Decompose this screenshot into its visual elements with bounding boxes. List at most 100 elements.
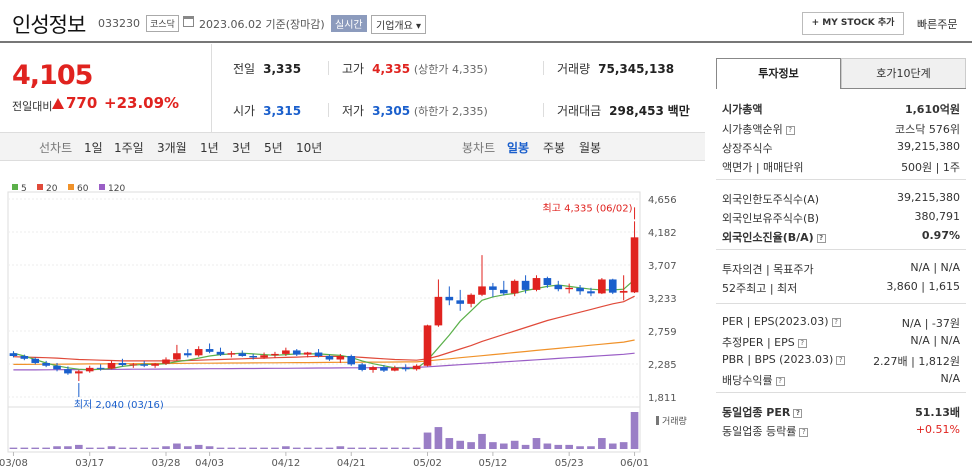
candle-body [532,278,541,290]
tab-investment-info[interactable]: 투자정보 [716,58,841,89]
x-tick-label: 03/28 [152,458,181,469]
candle-body [64,369,72,374]
x-tick-label: 03/08 [0,458,28,469]
stock-name: 인성정보 [12,13,86,37]
candle-body [380,367,388,371]
volume-bar [391,447,399,449]
candlestick-chart-svg: 4,656 4,182 3,707 3,233 2,759 2,285 1,811 5 20 60… [0,184,687,469]
quick-order-link[interactable]: 빠른주문 [917,18,958,31]
help-icon[interactable]: ? [836,355,846,365]
help-icon[interactable]: ? [793,408,803,418]
info-tabs: 투자정보 호가10단계 [716,58,966,89]
candle-body [467,294,475,304]
divider [328,103,329,117]
info-row-value: 39,215,380 [897,140,960,153]
divider [543,103,544,117]
info-row: 상장주식수 39,215,380 [722,138,960,156]
info-row-value: 1,610억원 [904,103,960,116]
volume-bar [151,447,159,449]
volume-bar [249,447,257,449]
info-row-value: +0.51% [915,423,960,436]
x-tick-label: 04/03 [195,458,224,469]
info-row-value: N/A | N/A [910,334,960,347]
info-divider [716,303,966,304]
info-row-value: 39,215,380 [897,191,960,204]
quote-grid: 전일 3,335 고가 4,335 (상한가 4,335) 거래량 75,345,13… [213,44,705,132]
info-row-key: 추정PER | EPS? [722,334,807,350]
period-1w[interactable]: 1주일 [114,141,144,155]
period-1d[interactable]: 1일 [84,141,103,155]
trade-amount: 거래대금 298,453 백만 [557,102,690,119]
volume-bar [587,446,595,449]
prev-close: 전일 3,335 [233,60,301,77]
period-3y[interactable]: 3년 [232,141,251,155]
help-icon[interactable]: ? [785,125,795,135]
candle-body [598,279,606,294]
volume-bar [238,447,247,449]
help-icon[interactable]: ? [799,427,809,437]
volume-bar [75,444,83,449]
info-row-key: 외국인소진율(B/A)? [722,229,826,245]
y-tick-label: 2,759 [648,327,677,338]
candle-body [183,353,192,356]
candle-body [271,353,279,356]
volume-label: 거래량 [662,415,687,427]
period-10y[interactable]: 10년 [296,141,323,155]
candle-body [510,280,519,294]
candle-monthly[interactable]: 월봉 [579,141,602,155]
candle-daily[interactable]: 일봉 [507,141,530,155]
info-row: 시가총액 1,610억원 [722,99,960,117]
help-icon[interactable]: ? [775,376,785,386]
current-price-box: 4,105 전일대비 770 +23.09% [0,44,212,132]
info-row-key: 외국인한도주식수(A) [722,193,820,206]
candle-body [227,353,236,355]
help-icon[interactable]: ? [816,233,826,243]
up-arrow-icon [52,98,64,109]
candle-body [20,356,29,359]
chart-frame [7,191,641,408]
candle-body [118,362,127,366]
x-tick-label: 04/21 [337,458,366,469]
volume-bar [532,438,541,449]
candle-weekly[interactable]: 주봉 [543,141,566,155]
help-icon[interactable]: ? [831,317,841,327]
info-divider [716,392,966,393]
candle-body [162,359,170,364]
candle-body [543,278,552,286]
x-tick-label: 06/01 [620,458,649,469]
candle-body [151,363,159,366]
calendar-icon [183,16,194,27]
info-row-key: 52주최고 | 최저 [722,282,798,295]
volume-bar [20,447,29,449]
period-3m[interactable]: 3개월 [157,141,187,155]
info-row-value: 0.97% [921,229,960,242]
x-tick-label: 05/23 [555,458,584,469]
info-divider [716,179,966,180]
candle-body [608,279,617,293]
candle-body [336,356,345,360]
low-label: 저가 [342,104,365,118]
period-1y[interactable]: 1년 [200,141,219,155]
tab-order-book[interactable]: 호가10단계 [841,58,966,89]
company-overview-dropdown[interactable]: 기업개요 ▾ [371,15,427,34]
candle-body [85,367,94,372]
help-icon[interactable]: ? [797,338,807,348]
candle-body [499,289,508,294]
info-row-value: N/A | N/A [910,261,960,274]
candle-body [238,353,247,357]
info-row-key: PER | EPS(2023.03)? [722,315,841,328]
realtime-button[interactable]: 실시간 [331,15,367,32]
amount-unit: 백만 [667,104,690,118]
volume-bar [53,446,61,449]
period-5y[interactable]: 5년 [264,141,283,155]
low-price: 저가 3,305 (하한가 2,335) [342,102,488,119]
info-row-key: 상장주식수 [722,142,773,155]
volume-bar [445,438,454,449]
min-price-label: 최저 2,040 (03/16) [74,399,164,411]
upper-limit: (상한가 4,335) [413,63,488,76]
price-chart[interactable]: 4,656 4,182 3,707 3,233 2,759 2,285 1,811 5 20 60… [0,162,705,471]
my-stock-add-button[interactable]: + MY STOCK 추가 [802,12,904,35]
volume-bar [314,447,323,449]
divider [543,61,544,75]
candle-body [478,286,486,295]
